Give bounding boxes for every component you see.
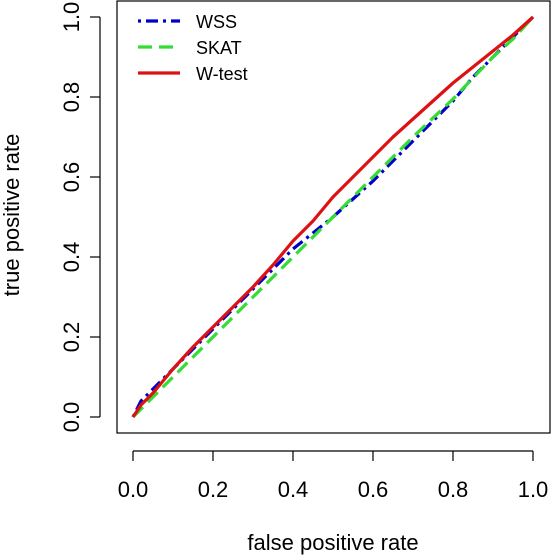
x-axis-label: false positive rate [247, 530, 418, 555]
x-tick-label: 0.4 [278, 477, 309, 502]
y-tick-label: 0.8 [59, 82, 84, 113]
y-tick-label: 0.4 [59, 242, 84, 273]
x-tick-label: 0.2 [198, 477, 229, 502]
plot-border [116, 0, 551, 434]
y-axis-label: true positive rate [0, 134, 24, 297]
y-tick-label: 0.0 [59, 402, 84, 433]
x-tick-label: 0.8 [438, 477, 469, 502]
y-tick-label: 1.0 [59, 2, 84, 33]
x-tick-label: 1.0 [518, 477, 549, 502]
x-tick-label: 0.0 [118, 477, 149, 502]
y-tick-label: 0.2 [59, 322, 84, 353]
series-line-w-test [131, 15, 535, 418]
x-tick-label: 0.6 [358, 477, 389, 502]
series-line-skat [131, 15, 535, 419]
legend-label: SKAT [196, 38, 242, 58]
y-tick-label: 0.6 [59, 162, 84, 193]
legend-label: WSS [196, 12, 237, 32]
legend-label: W-test [196, 64, 248, 84]
